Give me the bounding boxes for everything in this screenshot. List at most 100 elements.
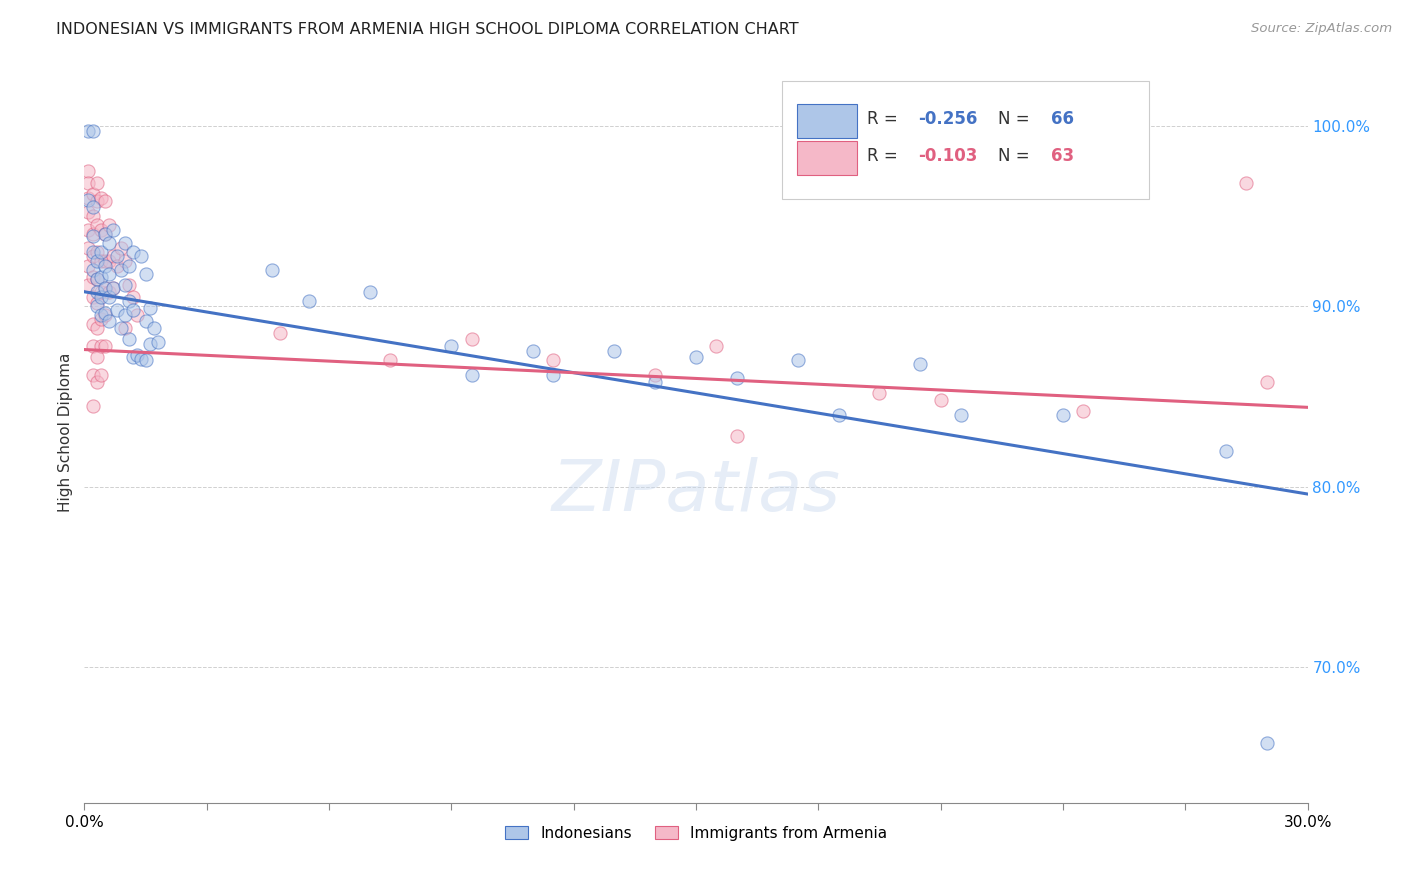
- Y-axis label: High School Diploma: High School Diploma: [58, 353, 73, 512]
- Point: [1073, 404, 1095, 418]
- Text: -0.103: -0.103: [918, 147, 979, 165]
- Point: [82, 318, 104, 332]
- Point: [86, 272, 108, 286]
- Point: [90, 245, 112, 260]
- Point: [93, 260, 115, 274]
- Point: [97, 235, 120, 250]
- FancyBboxPatch shape: [782, 81, 1149, 200]
- Text: -0.256: -0.256: [918, 111, 979, 128]
- Point: [1236, 177, 1258, 191]
- Point: [90, 311, 112, 326]
- Point: [86, 177, 108, 191]
- Point: [82, 227, 104, 241]
- Point: [114, 254, 136, 268]
- Point: [828, 408, 851, 422]
- Point: [298, 293, 321, 308]
- Point: [86, 254, 108, 268]
- Point: [685, 350, 707, 364]
- Point: [77, 177, 100, 191]
- Point: [86, 245, 108, 260]
- Point: [359, 285, 381, 299]
- Point: [86, 350, 108, 364]
- Point: [90, 339, 112, 353]
- Point: [950, 408, 973, 422]
- Point: [86, 272, 108, 286]
- Point: [138, 337, 160, 351]
- FancyBboxPatch shape: [797, 141, 858, 175]
- Point: [122, 290, 145, 304]
- Point: [142, 321, 165, 335]
- Point: [90, 308, 112, 322]
- Point: [77, 223, 100, 237]
- Point: [101, 223, 124, 237]
- Point: [110, 263, 132, 277]
- Point: [93, 227, 115, 241]
- Point: [118, 260, 141, 274]
- Point: [522, 344, 544, 359]
- Point: [86, 299, 108, 313]
- Point: [644, 375, 666, 389]
- Point: [138, 301, 160, 315]
- Text: R =: R =: [868, 147, 903, 165]
- Point: [97, 254, 120, 268]
- Point: [93, 254, 115, 268]
- FancyBboxPatch shape: [797, 103, 858, 138]
- Point: [725, 371, 748, 385]
- Point: [90, 285, 112, 299]
- Point: [146, 335, 169, 350]
- Point: [135, 353, 157, 368]
- Point: [86, 321, 108, 335]
- Point: [93, 281, 115, 295]
- Point: [260, 263, 283, 277]
- Point: [131, 351, 153, 366]
- Point: [1052, 408, 1074, 422]
- Point: [86, 295, 108, 310]
- Point: [82, 339, 104, 353]
- Point: [114, 277, 136, 292]
- Text: 63: 63: [1050, 147, 1074, 165]
- Point: [101, 281, 124, 295]
- Text: INDONESIAN VS IMMIGRANTS FROM ARMENIA HIGH SCHOOL DIPLOMA CORRELATION CHART: INDONESIAN VS IMMIGRANTS FROM ARMENIA HI…: [56, 22, 799, 37]
- Text: N =: N =: [998, 111, 1035, 128]
- Point: [1215, 443, 1237, 458]
- Legend: Indonesians, Immigrants from Armenia: Indonesians, Immigrants from Armenia: [499, 820, 893, 847]
- Point: [122, 245, 145, 260]
- Point: [269, 326, 291, 341]
- Point: [82, 228, 104, 243]
- Point: [706, 339, 728, 353]
- Point: [127, 308, 149, 322]
- Point: [93, 194, 115, 209]
- Point: [543, 353, 565, 368]
- Point: [603, 344, 626, 359]
- Point: [97, 290, 120, 304]
- Point: [114, 308, 136, 322]
- Point: [82, 124, 104, 138]
- Point: [93, 227, 115, 241]
- Point: [135, 313, 157, 327]
- Point: [82, 187, 104, 202]
- Point: [97, 313, 120, 327]
- Point: [135, 267, 157, 281]
- Point: [86, 285, 108, 299]
- Point: [105, 302, 128, 317]
- Point: [929, 393, 952, 408]
- Point: [114, 321, 136, 335]
- Point: [127, 348, 149, 362]
- Point: [440, 339, 463, 353]
- Point: [110, 321, 132, 335]
- Point: [77, 124, 100, 138]
- Point: [461, 368, 484, 382]
- Point: [97, 285, 120, 299]
- Point: [543, 368, 565, 382]
- Point: [93, 308, 115, 322]
- Point: [90, 368, 112, 382]
- Point: [82, 200, 104, 214]
- Point: [82, 263, 104, 277]
- Point: [77, 193, 100, 207]
- Point: [77, 277, 100, 292]
- Point: [122, 302, 145, 317]
- Point: [77, 242, 100, 256]
- Point: [77, 163, 100, 178]
- Point: [93, 339, 115, 353]
- Point: [101, 281, 124, 295]
